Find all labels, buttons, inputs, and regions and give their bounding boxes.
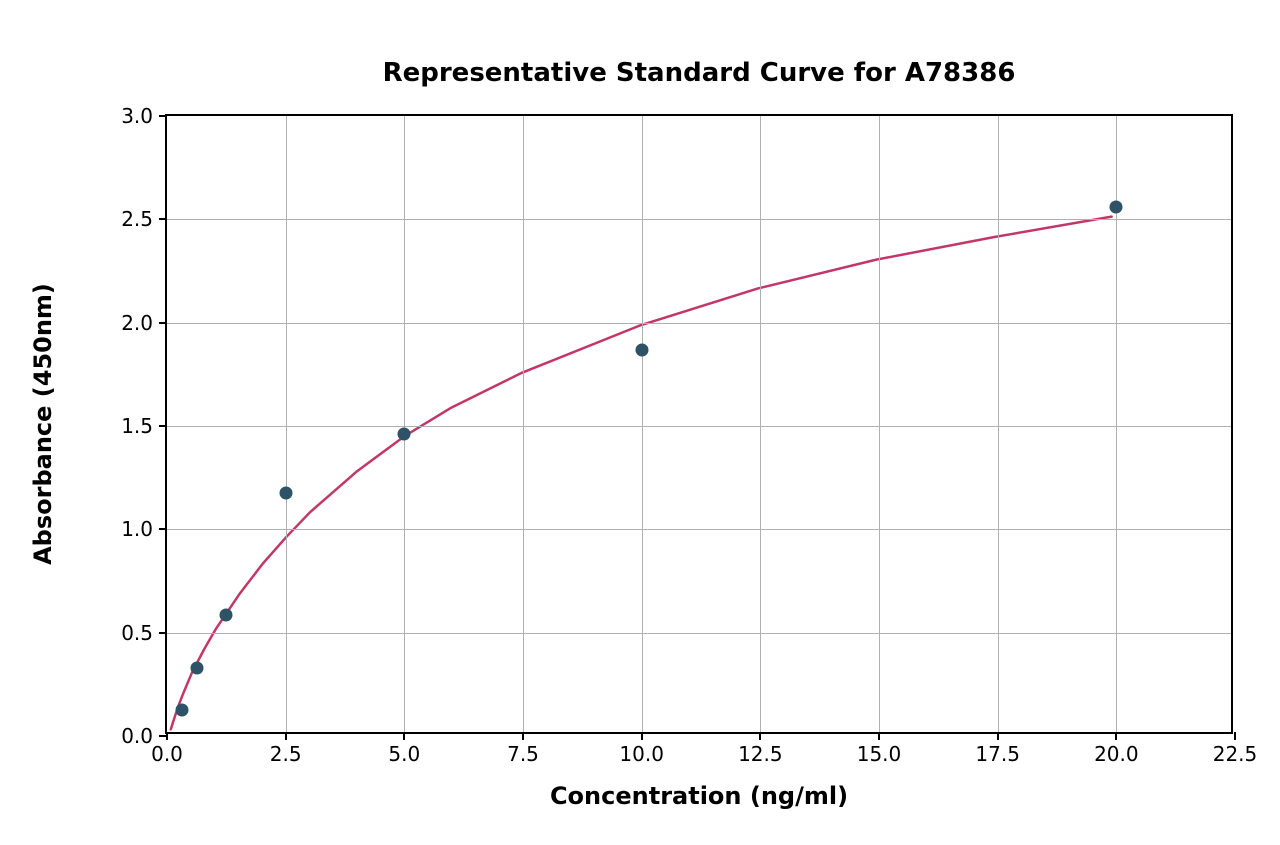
x-tick-label: 10.0 (619, 742, 664, 766)
grid-line-horizontal (167, 426, 1231, 427)
y-tick (159, 322, 167, 324)
data-point (175, 704, 188, 717)
x-tick-label: 17.5 (975, 742, 1020, 766)
data-point (190, 661, 203, 674)
x-tick-label: 15.0 (857, 742, 902, 766)
x-axis-label: Concentration (ng/ml) (165, 782, 1233, 810)
fit-curve (167, 116, 1231, 732)
y-tick-label: 3.0 (121, 104, 153, 128)
x-tick (1115, 732, 1117, 740)
y-tick (159, 115, 167, 117)
y-tick (159, 735, 167, 737)
x-tick (285, 732, 287, 740)
x-tick-label: 7.5 (507, 742, 539, 766)
x-tick-label: 5.0 (388, 742, 420, 766)
data-point (398, 428, 411, 441)
x-tick (997, 732, 999, 740)
chart-title: Representative Standard Curve for A78386 (165, 58, 1233, 88)
y-tick (159, 425, 167, 427)
x-tick (878, 732, 880, 740)
x-tick-label: 2.5 (270, 742, 302, 766)
data-point (220, 609, 233, 622)
data-point (1110, 200, 1123, 213)
x-tick-label: 20.0 (1094, 742, 1139, 766)
y-tick-label: 1.5 (121, 414, 153, 438)
grid-line-horizontal (167, 633, 1231, 634)
y-tick-label: 0.0 (121, 724, 153, 748)
x-tick (522, 732, 524, 740)
y-tick (159, 528, 167, 530)
chart-container: Representative Standard Curve for A78386… (0, 0, 1280, 845)
y-tick (159, 632, 167, 634)
data-point (635, 343, 648, 356)
x-tick (759, 732, 761, 740)
grid-line-vertical (286, 116, 287, 732)
grid-line-horizontal (167, 219, 1231, 220)
y-axis-label: Absorbance (450nm) (29, 283, 57, 565)
grid-line-vertical (642, 116, 643, 732)
grid-line-horizontal (167, 323, 1231, 324)
grid-line-horizontal (167, 529, 1231, 530)
x-tick (1234, 732, 1236, 740)
y-tick-label: 1.0 (121, 517, 153, 541)
grid-line-vertical (879, 116, 880, 732)
y-tick (159, 218, 167, 220)
grid-line-vertical (760, 116, 761, 732)
grid-line-vertical (998, 116, 999, 732)
y-tick-label: 0.5 (121, 621, 153, 645)
data-point (279, 487, 292, 500)
x-tick-label: 0.0 (151, 742, 183, 766)
x-tick (403, 732, 405, 740)
plot-area: 0.02.55.07.510.012.515.017.520.022.50.00… (165, 114, 1233, 734)
x-tick-label: 22.5 (1213, 742, 1258, 766)
x-tick-label: 12.5 (738, 742, 783, 766)
y-tick-label: 2.0 (121, 311, 153, 335)
x-tick (641, 732, 643, 740)
grid-line-vertical (404, 116, 405, 732)
y-tick-label: 2.5 (121, 207, 153, 231)
grid-line-vertical (523, 116, 524, 732)
